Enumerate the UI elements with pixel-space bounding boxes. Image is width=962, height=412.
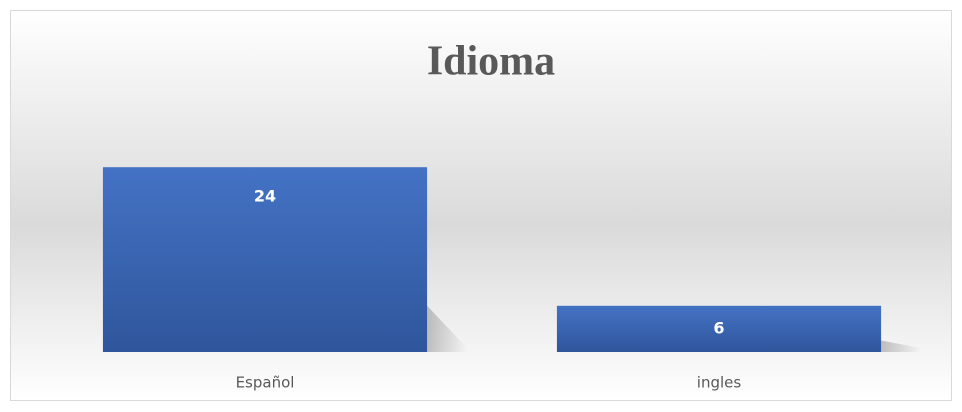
data-label: 24 <box>254 187 276 206</box>
data-label: 6 <box>713 318 724 337</box>
x-tick-label: Español <box>236 374 295 392</box>
chart-title: Idioma <box>427 39 555 85</box>
bar <box>102 167 428 352</box>
bar-shadow <box>427 305 468 352</box>
bar <box>556 305 882 352</box>
x-tick-label: ingles <box>697 374 742 392</box>
bar-shadow <box>881 340 922 352</box>
